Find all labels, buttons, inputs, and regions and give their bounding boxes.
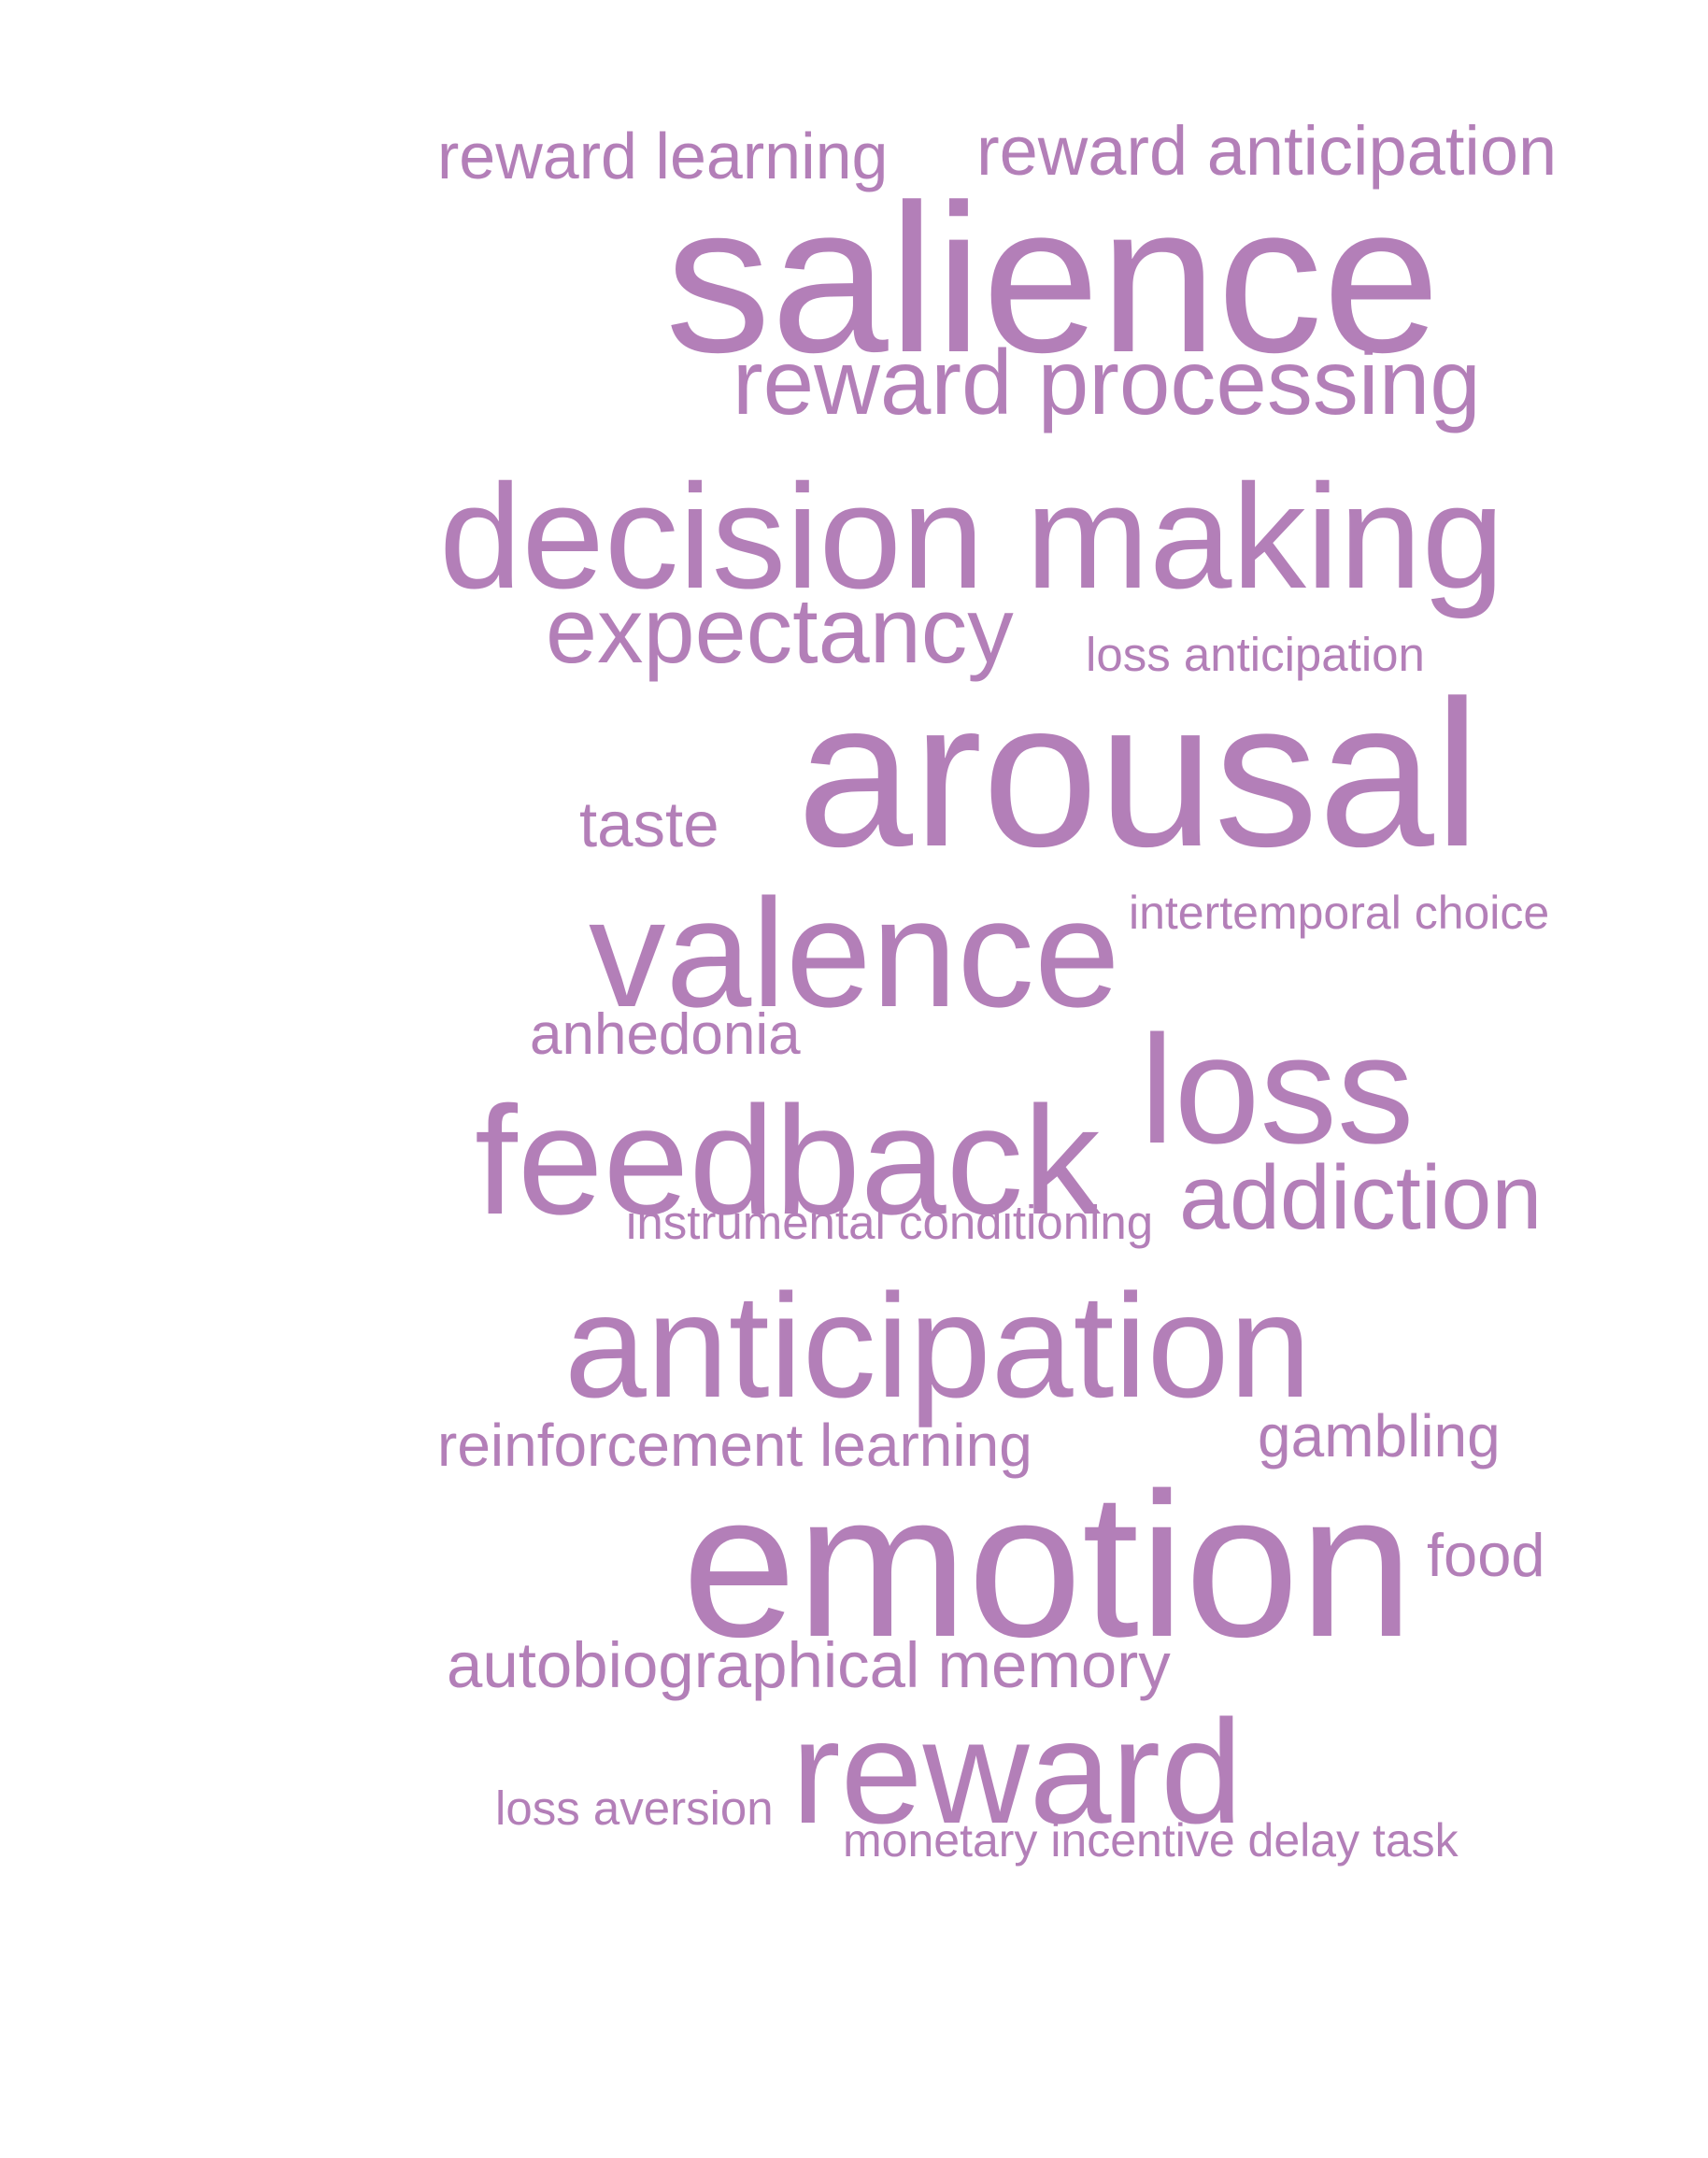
word-monetary-incentive-delay-task: monetary incentive delay task: [843, 1814, 1459, 1867]
word-reward-processing: reward processing: [733, 331, 1481, 433]
word-intertemporal-choice: intertemporal choice: [1129, 887, 1550, 939]
word-taste: taste: [579, 788, 719, 860]
word-gambling: gambling: [1258, 1402, 1501, 1469]
word-reward-anticipation: reward anticipation: [976, 112, 1558, 190]
word-salience: salience: [665, 160, 1441, 396]
word-feedback: feedback: [475, 1074, 1101, 1246]
word-arousal: arousal: [797, 658, 1481, 890]
word-emotion: emotion: [682, 1450, 1414, 1680]
word-expectancy: expectancy: [546, 578, 1014, 682]
word-autobiographical-memory: autobiographical memory: [447, 1629, 1171, 1701]
word-loss-anticipation: loss anticipation: [1086, 628, 1425, 681]
word-reward: reward: [791, 1690, 1243, 1854]
word-reward-learning: reward learning: [437, 120, 889, 192]
word-instrumental-conditioning: instrumental conditioning: [626, 1196, 1154, 1249]
word-valence: valence: [589, 867, 1120, 1039]
word-food: food: [1427, 1521, 1545, 1589]
word-loss: loss: [1140, 1003, 1415, 1175]
word-addiction: addiction: [1179, 1146, 1543, 1248]
word-reinforcement-learning: reinforcement learning: [437, 1412, 1032, 1479]
word-loss-aversion: loss aversion: [495, 1782, 774, 1835]
word-decision-making: decision making: [439, 453, 1505, 619]
word-anhedonia: anhedonia: [530, 1002, 801, 1067]
word-anticipation: anticipation: [564, 1264, 1312, 1428]
